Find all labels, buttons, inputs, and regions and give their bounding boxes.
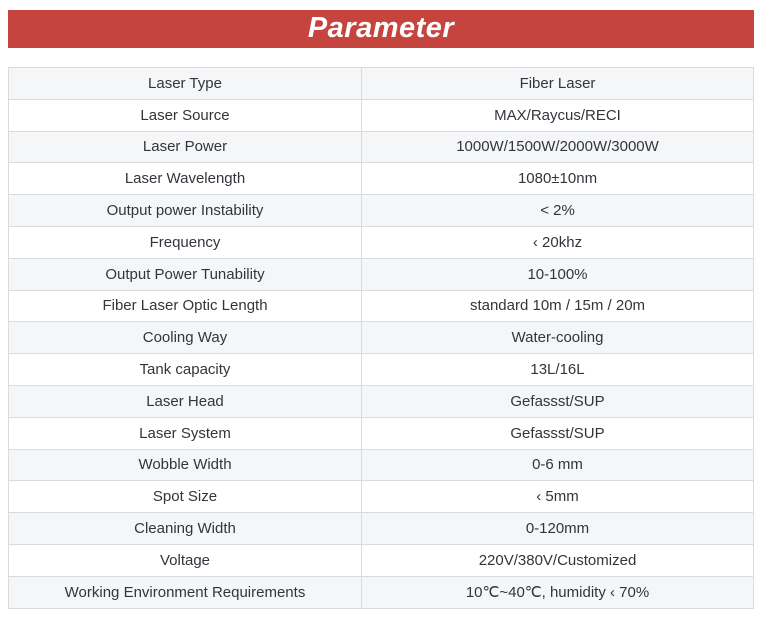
spec-value-cell: 10-100% xyxy=(361,257,754,291)
spec-value-cell: Gefassst/SUP xyxy=(361,384,754,418)
table-row: Wobble Width 0-6 mm xyxy=(8,448,754,482)
spec-value-cell: 220V/380V/Customized xyxy=(361,543,754,577)
table-row: Cooling Way Water-cooling xyxy=(8,321,754,355)
table-row: Laser Source MAX/Raycus/RECI xyxy=(8,98,754,132)
table-row: Laser Wavelength 1080±10nm xyxy=(8,162,754,196)
table-row: Laser Type Fiber Laser xyxy=(8,67,754,100)
spec-value-cell: Gefassst/SUP xyxy=(361,416,754,450)
spec-value-cell: 1000W/1500W/2000W/3000W xyxy=(361,130,754,164)
spec-value-cell: 13L/16L xyxy=(361,353,754,386)
spec-label-cell: Cleaning Width xyxy=(8,512,362,545)
spec-label-cell: Laser Type xyxy=(8,67,362,100)
spec-label-cell: Working Environment Requirements xyxy=(8,575,362,609)
table-row: Laser Head Gefassst/SUP xyxy=(8,384,754,418)
spec-label-cell: Laser Head xyxy=(8,384,362,418)
spec-value-cell: Water-cooling xyxy=(361,321,754,355)
page: Parameter Laser Type Fiber Laser Laser S… xyxy=(8,10,754,609)
spec-label-cell: Laser System xyxy=(8,416,362,450)
spec-value-cell: < 2% xyxy=(361,194,754,227)
spec-value-cell: ‹ 20khz xyxy=(361,225,754,259)
page-title: Parameter xyxy=(307,11,455,44)
spec-label-cell: Spot Size xyxy=(8,480,362,514)
table-row: Cleaning Width 0-120mm xyxy=(8,512,754,545)
spec-label-cell: Output power Instability xyxy=(8,194,362,227)
spec-value-cell: Fiber Laser xyxy=(361,67,754,100)
spec-label-cell: Laser Wavelength xyxy=(8,162,362,196)
spec-label-cell: Tank capacity xyxy=(8,353,362,386)
table-row: Fiber Laser Optic Length standard 10m / … xyxy=(8,289,754,323)
table-row: Frequency ‹ 20khz xyxy=(8,225,754,259)
spec-label-cell: Cooling Way xyxy=(8,321,362,355)
table-row: Laser Power 1000W/1500W/2000W/3000W xyxy=(8,130,754,164)
table-row: Tank capacity 13L/16L xyxy=(8,353,754,386)
spec-value-cell: standard 10m / 15m / 20m xyxy=(361,289,754,323)
spec-label-cell: Output Power Tunability xyxy=(8,257,362,291)
parameter-banner: Parameter xyxy=(8,10,754,48)
spec-value-cell: 1080±10nm xyxy=(361,162,754,196)
table-row: Output Power Tunability 10-100% xyxy=(8,257,754,291)
spec-value-cell: 0-6 mm xyxy=(361,448,754,482)
spec-value-cell: MAX/Raycus/RECI xyxy=(361,98,754,132)
spec-value-cell: 0-120mm xyxy=(361,512,754,545)
spec-label-cell: Laser Source xyxy=(8,98,362,132)
table-row: Spot Size ‹ 5mm xyxy=(8,480,754,514)
spec-label-cell: Voltage xyxy=(8,543,362,577)
spec-table-body: Laser Type Fiber Laser Laser Source MAX/… xyxy=(8,67,754,609)
spec-value-cell: 10℃~40℃, humidity ‹ 70% xyxy=(361,575,754,609)
table-row: Laser System Gefassst/SUP xyxy=(8,416,754,450)
spec-label-cell: Wobble Width xyxy=(8,448,362,482)
table-row: Output power Instability < 2% xyxy=(8,194,754,227)
spec-label-cell: Frequency xyxy=(8,225,362,259)
spec-label-cell: Fiber Laser Optic Length xyxy=(8,289,362,323)
table-row: Working Environment Requirements 10℃~40℃… xyxy=(8,575,754,609)
spec-table: Laser Type Fiber Laser Laser Source MAX/… xyxy=(8,67,754,609)
table-row: Voltage 220V/380V/Customized xyxy=(8,543,754,577)
spec-value-cell: ‹ 5mm xyxy=(361,480,754,514)
spec-label-cell: Laser Power xyxy=(8,130,362,164)
